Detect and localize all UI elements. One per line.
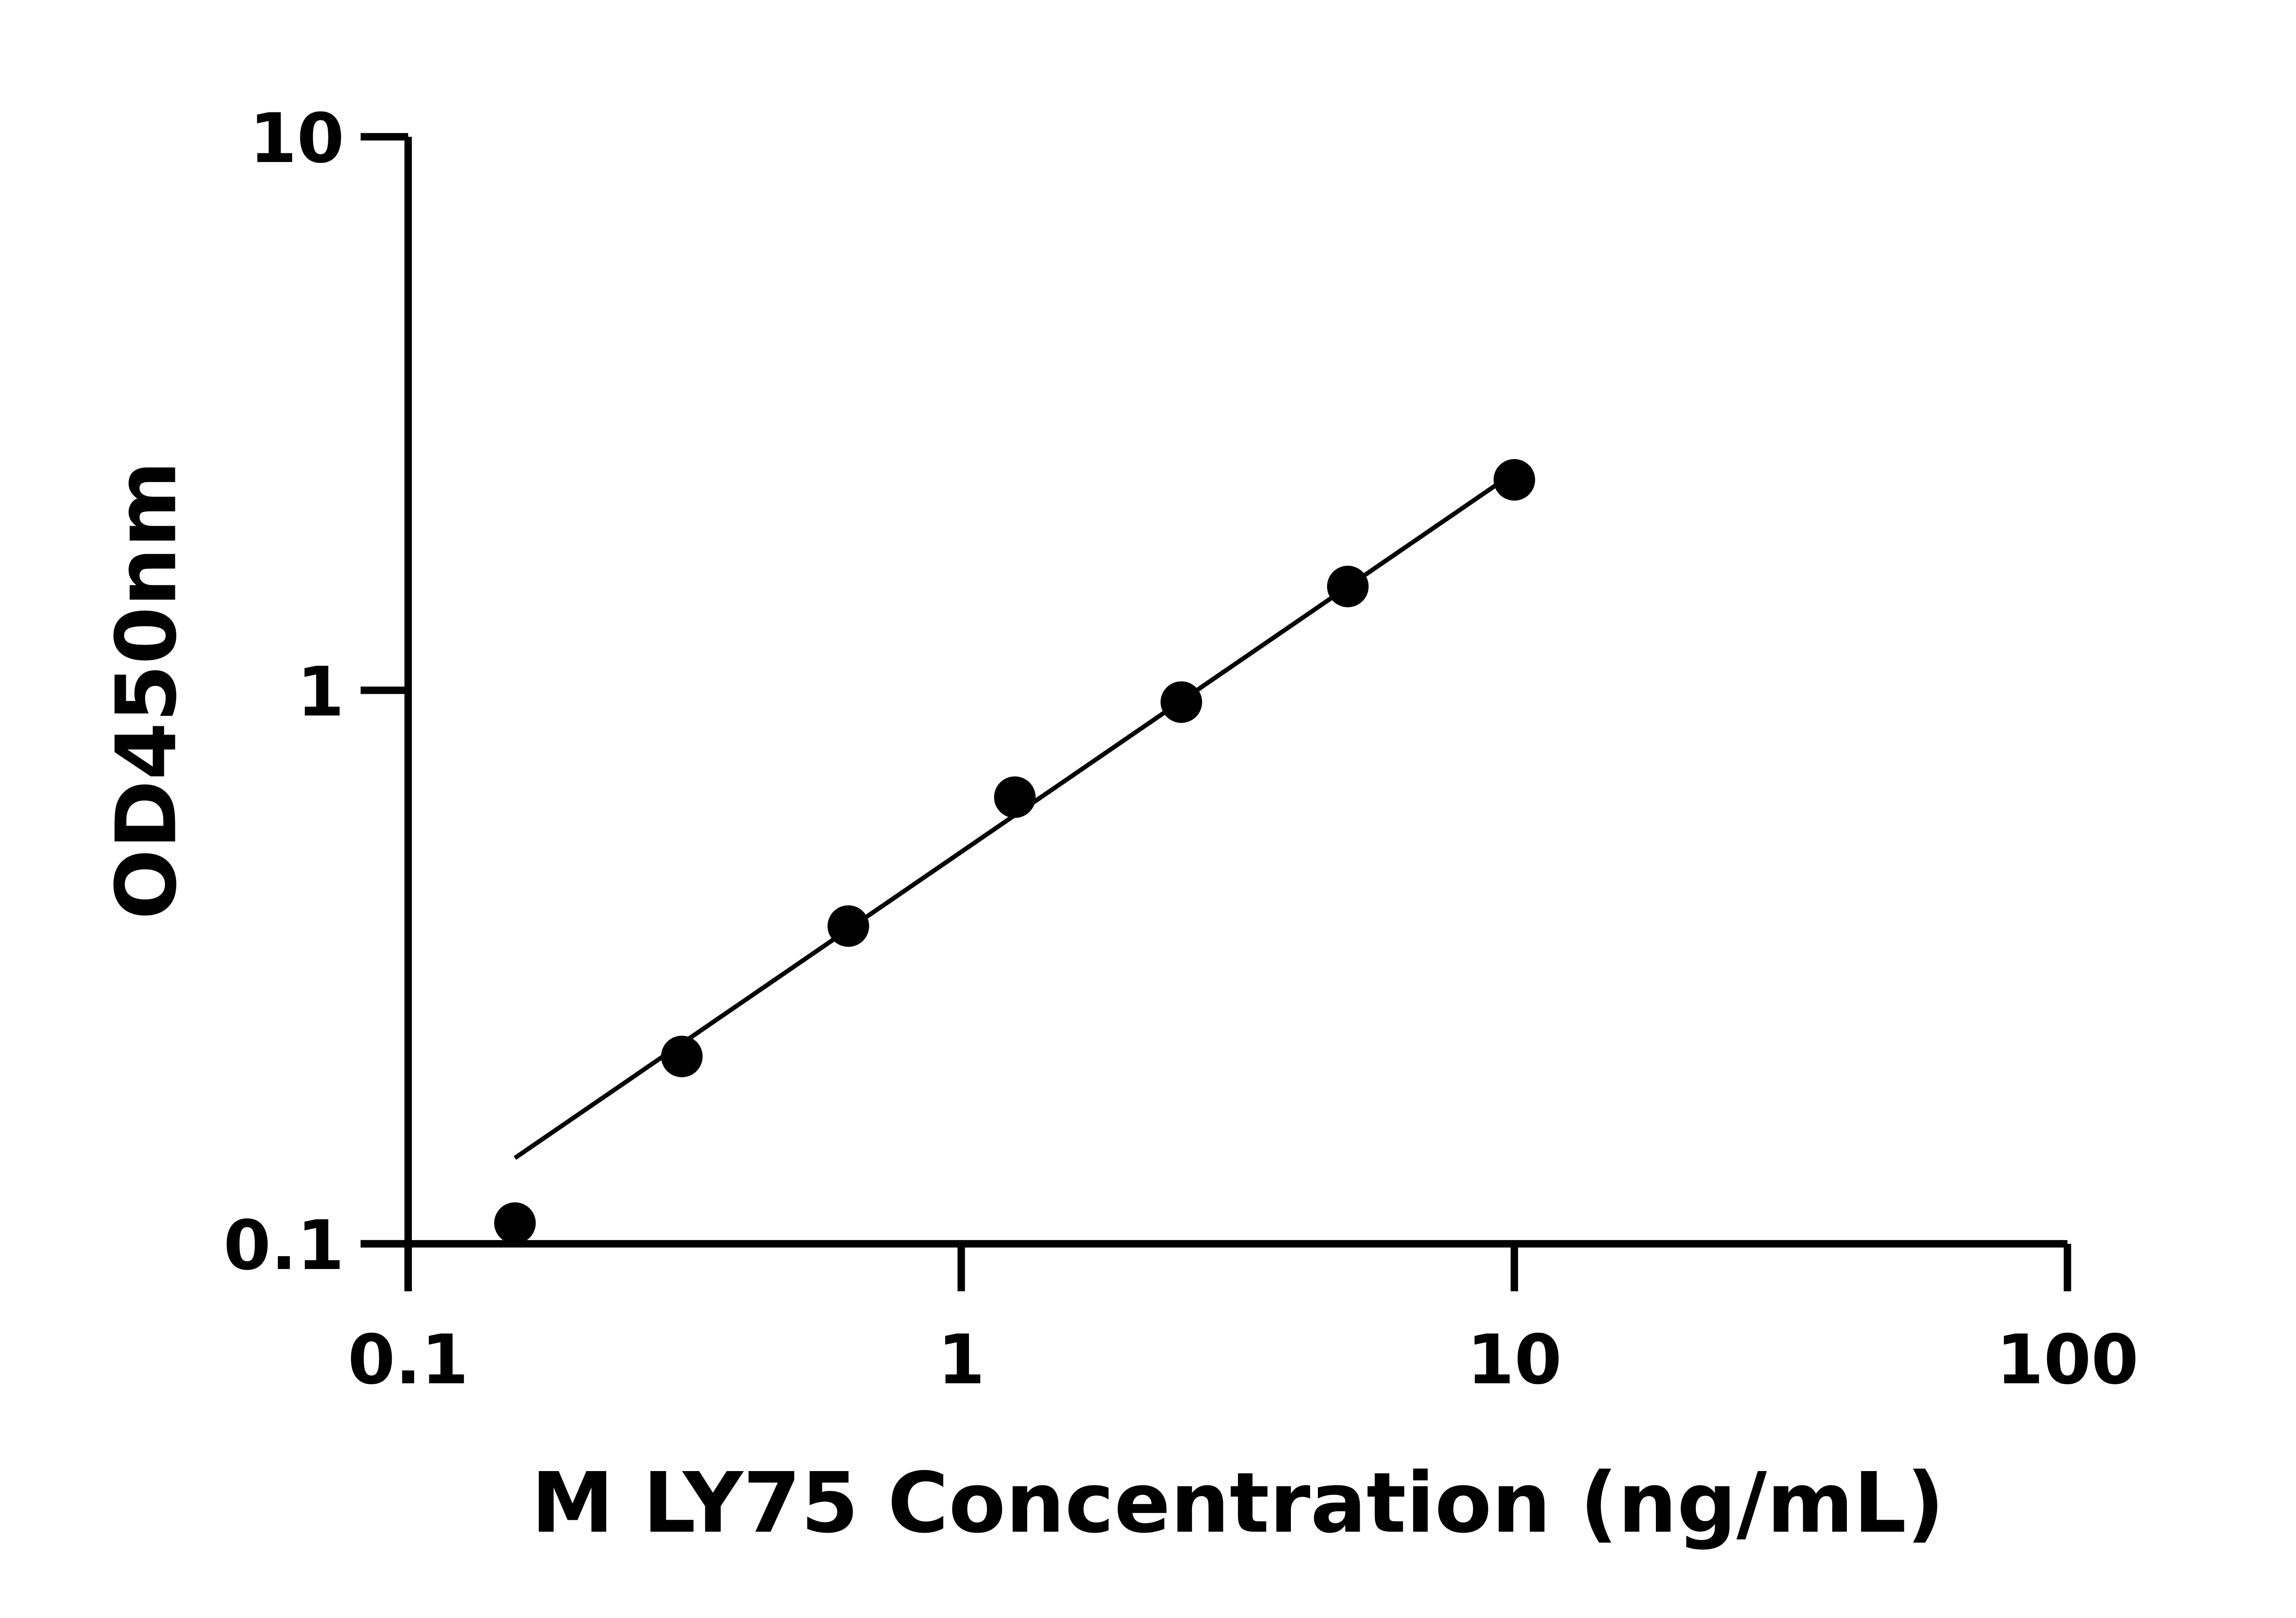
data-points — [494, 459, 1536, 1244]
data-point — [994, 776, 1036, 818]
y-axis-title: OD450nm — [98, 461, 195, 920]
y-tick-label: 0.1 — [223, 1206, 344, 1286]
data-point — [661, 1035, 703, 1078]
data-point — [1493, 459, 1536, 501]
x-tick-label: 1 — [938, 1320, 985, 1400]
x-axis-title: M LY75 Concentration (ng/mL) — [531, 1455, 1945, 1551]
data-point — [494, 1202, 536, 1244]
x-tick-label: 0.1 — [348, 1320, 468, 1400]
x-tick-label: 100 — [1996, 1320, 2138, 1400]
y-tick-label: 10 — [249, 99, 344, 179]
y-tick-label: 1 — [297, 652, 344, 732]
data-point — [1327, 566, 1369, 607]
x-tick-label: 10 — [1467, 1320, 1562, 1400]
data-point — [827, 905, 869, 947]
data-point — [1160, 681, 1202, 723]
axes: 0.1 1 10 0.1 1 10 100 — [223, 99, 2138, 1400]
